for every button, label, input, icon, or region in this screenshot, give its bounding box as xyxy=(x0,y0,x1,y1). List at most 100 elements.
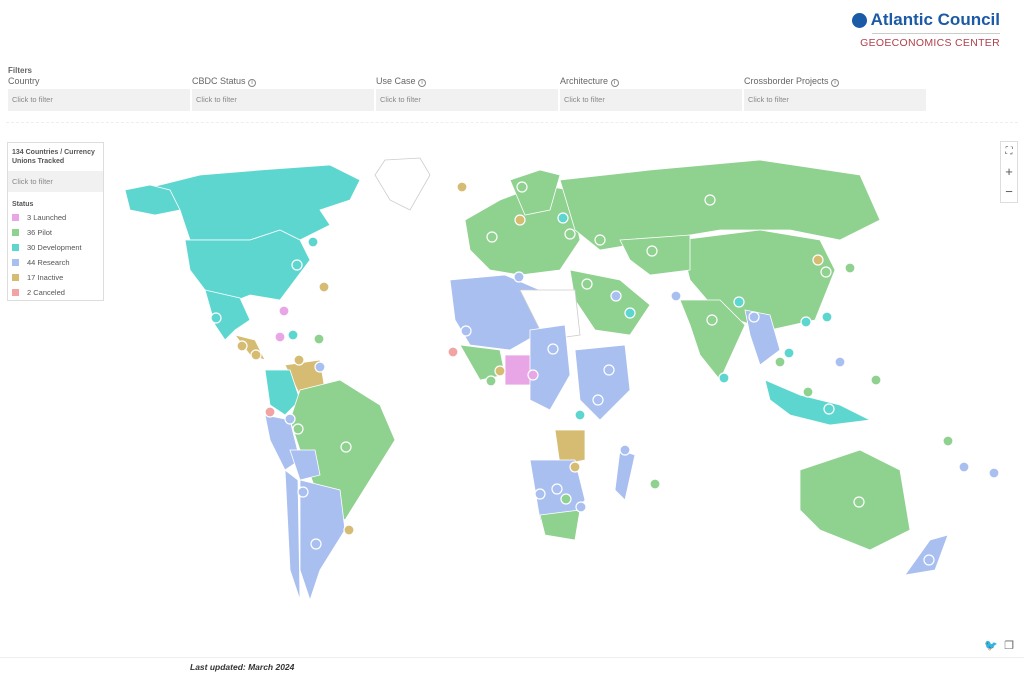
country-usa[interactable] xyxy=(184,229,311,306)
country-marker[interactable] xyxy=(823,403,835,415)
country-marker[interactable] xyxy=(551,483,563,495)
country-marker[interactable] xyxy=(718,372,730,384)
country-marker[interactable] xyxy=(534,488,546,500)
country-marker[interactable] xyxy=(343,524,355,536)
legend-item[interactable]: 44 Research xyxy=(8,255,103,270)
country-marker[interactable] xyxy=(313,333,325,345)
country-marker[interactable] xyxy=(287,329,299,341)
country-marker[interactable] xyxy=(318,281,330,293)
country-russia[interactable] xyxy=(559,159,881,251)
country-marker[interactable] xyxy=(314,361,326,373)
country-middle-east[interactable] xyxy=(569,269,651,336)
legend-item[interactable]: 36 Pilot xyxy=(8,225,103,240)
country-marker[interactable] xyxy=(513,271,525,283)
country-south-africa[interactable] xyxy=(539,509,581,541)
country-marker[interactable] xyxy=(821,311,833,323)
country-madagascar[interactable] xyxy=(614,449,636,501)
country-mexico[interactable] xyxy=(204,289,251,341)
country-marker[interactable] xyxy=(297,486,309,498)
country-marker[interactable] xyxy=(594,234,606,246)
zoom-in-button[interactable]: + xyxy=(1005,164,1013,179)
legend-item[interactable]: 17 Inactive xyxy=(8,270,103,285)
country-marker[interactable] xyxy=(486,231,498,243)
country-marker[interactable] xyxy=(264,406,276,418)
info-icon[interactable]: i xyxy=(610,79,619,87)
country-marker[interactable] xyxy=(485,375,497,387)
country-marker[interactable] xyxy=(516,181,528,193)
country-marker[interactable] xyxy=(340,441,352,453)
filter-dropdown[interactable]: Click to filter xyxy=(8,89,190,111)
country-marker[interactable] xyxy=(547,343,559,355)
country-marker[interactable] xyxy=(460,325,472,337)
country-marker[interactable] xyxy=(560,493,572,505)
legend-item[interactable]: 2 Canceled xyxy=(8,285,103,300)
country-marker[interactable] xyxy=(958,461,970,473)
country-marker[interactable] xyxy=(527,369,539,381)
country-greenland[interactable] xyxy=(374,157,431,211)
info-icon[interactable]: i xyxy=(831,79,840,87)
filter-dropdown[interactable]: Click to filter xyxy=(744,89,926,111)
country-marker[interactable] xyxy=(942,435,954,447)
country-marker[interactable] xyxy=(646,245,658,257)
country-marker[interactable] xyxy=(988,467,1000,479)
info-icon[interactable]: i xyxy=(418,79,427,87)
country-marker[interactable] xyxy=(624,307,636,319)
country-se-asia[interactable] xyxy=(744,309,781,366)
country-marker[interactable] xyxy=(820,266,832,278)
country-marker[interactable] xyxy=(284,413,296,425)
country-marker[interactable] xyxy=(800,316,812,328)
country-indonesia[interactable] xyxy=(764,379,872,426)
country-chile[interactable] xyxy=(284,469,301,601)
country-marker[interactable] xyxy=(291,259,303,271)
filter-dropdown[interactable]: Click to filter xyxy=(376,89,558,111)
country-alaska[interactable] xyxy=(124,184,181,216)
country-marker[interactable] xyxy=(774,356,786,368)
country-marker[interactable] xyxy=(812,254,824,266)
country-marker[interactable] xyxy=(456,181,468,193)
country-marker[interactable] xyxy=(293,354,305,366)
country-marker[interactable] xyxy=(569,461,581,473)
country-marker[interactable] xyxy=(733,296,745,308)
country-marker[interactable] xyxy=(447,346,459,358)
country-marker[interactable] xyxy=(670,290,682,302)
country-marker[interactable] xyxy=(574,409,586,421)
country-marker[interactable] xyxy=(292,423,304,435)
country-marker[interactable] xyxy=(236,340,248,352)
country-marker[interactable] xyxy=(210,312,222,324)
country-central-africa[interactable] xyxy=(529,324,571,411)
country-scandinavia[interactable] xyxy=(509,169,561,216)
country-argentina[interactable] xyxy=(299,479,346,602)
country-marker[interactable] xyxy=(706,314,718,326)
legend-item[interactable]: 30 Development xyxy=(8,240,103,255)
country-marker[interactable] xyxy=(575,501,587,513)
world-map[interactable] xyxy=(0,130,1024,650)
country-marker[interactable] xyxy=(853,496,865,508)
country-marker[interactable] xyxy=(748,311,760,323)
legend-item[interactable]: 3 Launched xyxy=(8,210,103,225)
country-marker[interactable] xyxy=(834,356,846,368)
country-marker[interactable] xyxy=(844,262,856,274)
country-marker[interactable] xyxy=(564,228,576,240)
country-canada[interactable] xyxy=(139,164,361,241)
country-marker[interactable] xyxy=(307,236,319,248)
country-marker[interactable] xyxy=(802,386,814,398)
country-marker[interactable] xyxy=(649,478,661,490)
country-marker[interactable] xyxy=(274,331,286,343)
country-east-africa[interactable] xyxy=(574,344,631,421)
country-marker[interactable] xyxy=(603,364,615,376)
legend-filter[interactable]: Click to filter xyxy=(8,171,103,193)
country-marker[interactable] xyxy=(557,212,569,224)
country-marker[interactable] xyxy=(610,290,622,302)
twitter-icon[interactable]: 🐦 xyxy=(984,640,999,652)
country-marker[interactable] xyxy=(278,305,290,317)
country-marker[interactable] xyxy=(581,278,593,290)
country-marker[interactable] xyxy=(783,347,795,359)
country-colombia[interactable] xyxy=(264,369,301,416)
country-bolivia[interactable] xyxy=(289,449,321,481)
country-marker[interactable] xyxy=(704,194,716,206)
country-marker[interactable] xyxy=(494,365,506,377)
country-marker[interactable] xyxy=(592,394,604,406)
country-marker[interactable] xyxy=(310,538,322,550)
country-zambia[interactable] xyxy=(554,429,586,466)
copy-icon[interactable]: ❐ xyxy=(1004,640,1014,652)
